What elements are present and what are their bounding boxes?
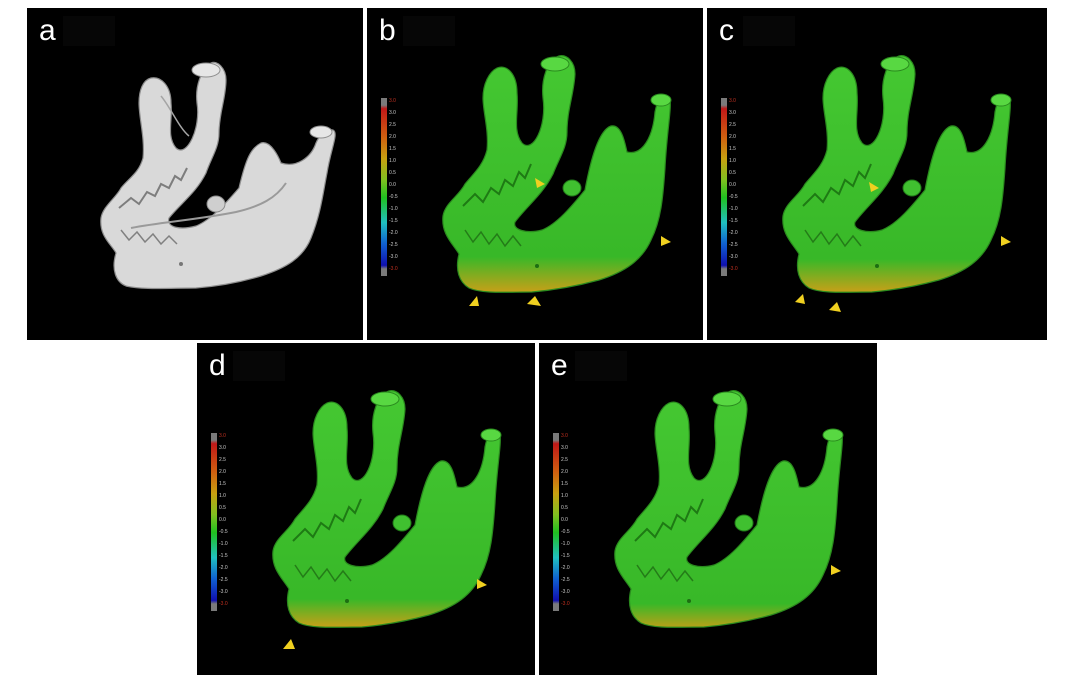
- scale-tick: 1.5: [729, 146, 736, 152]
- scale-tick: -3.0: [389, 266, 398, 272]
- scale-tick: 1.0: [389, 158, 396, 164]
- label-background: [743, 16, 795, 46]
- scale-tick: -2.5: [561, 577, 570, 583]
- scale-tick: -2.5: [389, 242, 398, 248]
- scale-tick: 0.5: [389, 170, 396, 176]
- label-background: [233, 351, 285, 381]
- scale-tick: -0.5: [729, 194, 738, 200]
- scale-tick: -3.0: [729, 266, 738, 272]
- label-background: [403, 16, 455, 46]
- scale-tick: -1.0: [219, 541, 228, 547]
- panel-label-c: c: [719, 14, 734, 47]
- scale-tick: -1.5: [729, 218, 738, 224]
- label-background: [575, 351, 627, 381]
- panel-d: 3.0 3.0 2.5 2.0 1.5 1.0 0.5 0.0 -0.5 -1.…: [197, 343, 535, 675]
- scale-tick: -0.5: [219, 529, 228, 535]
- scale-tick: 2.5: [561, 457, 568, 463]
- scale-tick: 1.0: [729, 158, 736, 164]
- scale-tick: -1.5: [219, 553, 228, 559]
- mandible-color-map-image: [272, 390, 502, 649]
- color-scale-bar: [211, 433, 217, 611]
- scale-tick: 0.5: [561, 505, 568, 511]
- scale-tick: 2.5: [729, 122, 736, 128]
- scale-tick: 2.0: [389, 134, 396, 140]
- scale-tick: -2.5: [219, 577, 228, 583]
- mandible-grey-image: [100, 61, 336, 290]
- scale-tick: 0.0: [729, 182, 736, 188]
- scale-tick: 2.0: [729, 134, 736, 140]
- arrowhead-1: [831, 565, 841, 575]
- arrowhead-3: [469, 296, 479, 306]
- panel-label-e: e: [551, 349, 568, 382]
- scale-tick: 3.0: [219, 445, 226, 451]
- label-background: [63, 16, 115, 46]
- panel-label-b: b: [379, 14, 396, 47]
- scale-tick: -2.0: [729, 230, 738, 236]
- panel-b: 3.0 3.0 2.5 2.0 1.5 1.0 0.5 0.0 -0.5 -1.…: [367, 8, 703, 340]
- scale-tick: 0.0: [561, 517, 568, 523]
- scale-tick: -3.0: [561, 601, 570, 607]
- scale-tick: 3.0: [389, 98, 396, 104]
- scale-tick: 1.5: [219, 481, 226, 487]
- scale-tick: -1.0: [389, 206, 398, 212]
- scale-tick: 3.0: [561, 433, 568, 439]
- color-scale: 3.0 3.0 2.5 2.0 1.5 1.0 0.5 0.0 -0.5 -1.…: [721, 98, 781, 278]
- color-scale: 3.0 3.0 2.5 2.0 1.5 1.0 0.5 0.0 -0.5 -1.…: [553, 433, 613, 613]
- scale-tick: 3.0: [389, 110, 396, 116]
- scale-tick: -2.0: [389, 230, 398, 236]
- color-scale-bar: [553, 433, 559, 611]
- mandible-color-map-image: [442, 55, 672, 306]
- panel-c: 3.0 3.0 2.5 2.0 1.5 1.0 0.5 0.0 -0.5 -1.…: [707, 8, 1047, 340]
- scale-tick: 1.0: [561, 493, 568, 499]
- scale-tick: 0.0: [389, 182, 396, 188]
- scale-tick: -2.0: [561, 565, 570, 571]
- arrowhead-1: [869, 182, 879, 192]
- scale-tick: 0.5: [219, 505, 226, 511]
- arrowhead-2: [661, 236, 671, 246]
- scale-tick: -3.0: [219, 601, 228, 607]
- arrowhead-2: [283, 639, 295, 649]
- scale-tick: 2.5: [389, 122, 396, 128]
- arrowhead-3: [795, 294, 805, 304]
- mandible-color-map-image: [782, 55, 1012, 312]
- arrowhead-2: [1001, 236, 1011, 246]
- color-scale: 3.0 3.0 2.5 2.0 1.5 1.0 0.5 0.0 -0.5 -1.…: [211, 433, 271, 613]
- arrowhead-4: [527, 296, 541, 306]
- scale-tick: -3.0: [561, 589, 570, 595]
- scale-tick: 3.0: [729, 98, 736, 104]
- scale-tick: -0.5: [389, 194, 398, 200]
- color-scale: 3.0 3.0 2.5 2.0 1.5 1.0 0.5 0.0 -0.5 -1.…: [381, 98, 441, 278]
- scale-tick: 2.5: [219, 457, 226, 463]
- scale-tick: 0.0: [219, 517, 226, 523]
- panel-e: 3.0 3.0 2.5 2.0 1.5 1.0 0.5 0.0 -0.5 -1.…: [539, 343, 877, 675]
- scale-tick: 1.0: [219, 493, 226, 499]
- arrowhead-1: [477, 579, 487, 589]
- scale-tick: 0.5: [729, 170, 736, 176]
- scale-tick: -3.0: [219, 589, 228, 595]
- panel-label-a: a: [39, 14, 56, 47]
- scale-tick: -2.0: [219, 565, 228, 571]
- scale-tick: -3.0: [729, 254, 738, 260]
- arrowhead-4: [829, 302, 841, 312]
- scale-tick: -0.5: [561, 529, 570, 535]
- scale-tick: 1.5: [389, 146, 396, 152]
- color-scale-bar: [381, 98, 387, 276]
- scale-tick: -1.5: [561, 553, 570, 559]
- color-scale-bar: [721, 98, 727, 276]
- scale-tick: 3.0: [561, 445, 568, 451]
- scale-tick: -1.0: [561, 541, 570, 547]
- scale-tick: -2.5: [729, 242, 738, 248]
- scale-tick: 1.5: [561, 481, 568, 487]
- scale-tick: 2.0: [219, 469, 226, 475]
- scale-tick: 3.0: [219, 433, 226, 439]
- scale-tick: 2.0: [561, 469, 568, 475]
- panel-a: a: [27, 8, 363, 340]
- scale-tick: -1.5: [389, 218, 398, 224]
- mandible-color-map-image: [614, 390, 844, 628]
- scale-tick: 3.0: [729, 110, 736, 116]
- panel-label-d: d: [209, 349, 226, 382]
- scale-tick: -1.0: [729, 206, 738, 212]
- arrowhead-1: [535, 178, 545, 188]
- scale-tick: -3.0: [389, 254, 398, 260]
